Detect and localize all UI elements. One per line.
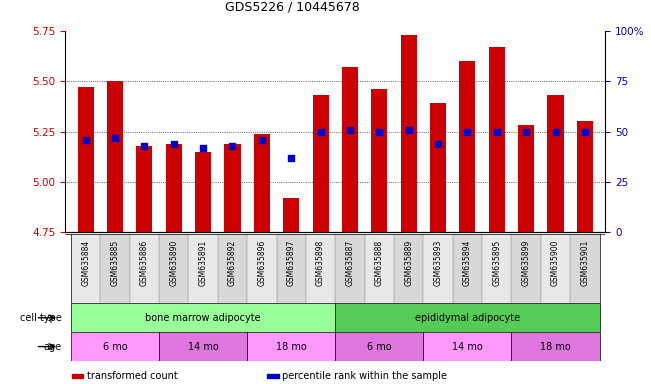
Point [521,128,531,135]
Text: GSM635901: GSM635901 [581,240,589,286]
Bar [570,234,600,303]
Bar [547,95,564,232]
Point [550,128,561,135]
Text: 18 mo: 18 mo [276,341,307,352]
Point [256,137,267,143]
Bar [577,121,593,232]
Bar [423,234,452,303]
Bar [136,146,152,232]
Bar [452,234,482,303]
Bar [335,303,600,332]
Point [110,134,120,141]
Text: epididymal adipocyte: epididymal adipocyte [415,313,520,323]
Bar [277,234,306,303]
Bar [218,234,247,303]
Bar [165,144,182,232]
Bar [100,234,130,303]
Text: GSM635898: GSM635898 [316,240,325,286]
Bar [312,95,329,232]
Point [139,142,150,149]
Point [227,142,238,149]
Bar [159,234,188,303]
Bar [512,332,600,361]
Text: GSM635884: GSM635884 [81,240,90,286]
Bar [335,234,365,303]
Point [169,141,179,147]
Text: 14 mo: 14 mo [452,341,483,352]
Text: GDS5226 / 10445678: GDS5226 / 10445678 [225,0,359,13]
Bar [195,152,211,232]
Text: GSM635897: GSM635897 [286,240,296,286]
Bar [254,134,270,232]
Text: GSM635896: GSM635896 [257,240,266,286]
Bar [247,332,335,361]
Text: cell type: cell type [20,313,62,323]
Text: percentile rank within the sample: percentile rank within the sample [282,371,447,381]
Text: GSM635895: GSM635895 [492,240,501,286]
Text: GSM635887: GSM635887 [346,240,354,286]
Bar [225,144,241,232]
Text: transformed count: transformed count [87,371,177,381]
Text: GSM635886: GSM635886 [140,240,149,286]
Bar [423,332,512,361]
Bar [460,61,475,232]
Bar [512,234,541,303]
Text: GSM635892: GSM635892 [228,240,237,286]
Point [198,144,208,151]
Bar [130,234,159,303]
Bar [71,332,159,361]
Bar [247,234,277,303]
Text: 6 mo: 6 mo [367,341,392,352]
Text: GSM635888: GSM635888 [375,240,384,286]
Text: GSM635890: GSM635890 [169,240,178,286]
Bar [71,303,335,332]
Bar [400,35,417,232]
Text: GSM635885: GSM635885 [111,240,120,286]
Point [81,137,91,143]
Text: GSM635894: GSM635894 [463,240,472,286]
Bar [394,234,423,303]
Bar [430,103,446,232]
Point [315,128,326,135]
Bar [489,47,505,232]
Point [286,155,296,161]
Text: GSM635899: GSM635899 [521,240,531,286]
Point [374,128,385,135]
Bar [188,234,218,303]
Bar [306,234,335,303]
Point [579,128,590,135]
Text: 6 mo: 6 mo [103,341,128,352]
Bar [107,81,123,232]
Text: 14 mo: 14 mo [187,341,219,352]
Bar [71,234,100,303]
Bar [159,332,247,361]
Bar [365,234,394,303]
Point [462,128,473,135]
Bar [518,126,534,232]
Point [345,126,355,132]
Text: GSM635889: GSM635889 [404,240,413,286]
Bar [283,198,299,232]
Text: bone marrow adipocyte: bone marrow adipocyte [145,313,261,323]
Text: GSM635893: GSM635893 [434,240,443,286]
Text: GSM635900: GSM635900 [551,240,560,286]
Bar [371,89,387,232]
Text: age: age [44,341,62,352]
Point [404,126,414,132]
Bar [342,67,358,232]
Text: 18 mo: 18 mo [540,341,571,352]
Bar [77,87,94,232]
Point [433,141,443,147]
Bar [541,234,570,303]
Text: GSM635891: GSM635891 [199,240,208,286]
Bar [335,332,423,361]
Bar [482,234,512,303]
Point [492,128,502,135]
